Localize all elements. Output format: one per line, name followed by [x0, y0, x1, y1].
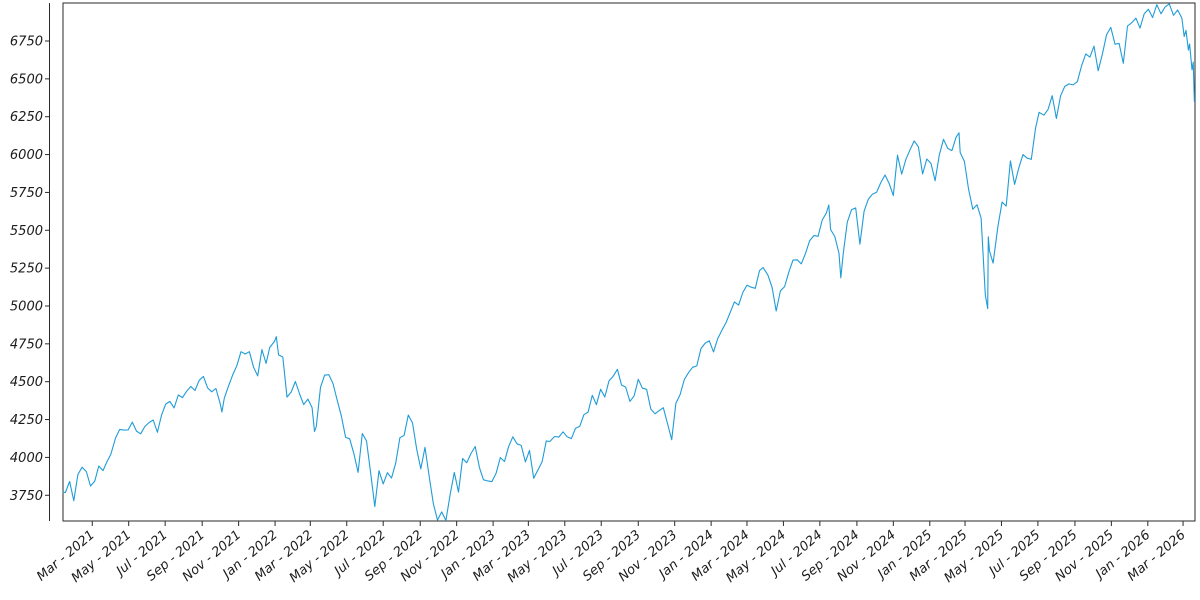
x-axis-ticks [91, 521, 1184, 526]
y-tick-label: 6500 [10, 72, 43, 87]
y-tick-label: 3750 [10, 489, 43, 504]
y-tick-label: 5250 [10, 262, 43, 277]
plot-area [62, 2, 1196, 522]
y-axis-labels: 3750 4000 4250 4500 4750 5000 5250 5500 5750 6000… [10, 35, 43, 504]
y-tick-label: 5000 [10, 299, 43, 314]
y-tick-label: 5750 [10, 186, 43, 201]
y-tick-label: 6250 [10, 110, 43, 125]
y-axis-ticks [45, 40, 50, 496]
y-tick-label: 4000 [10, 451, 43, 466]
price-line [62, 3, 1195, 522]
y-tick-label: 4500 [10, 375, 43, 390]
y-tick-label: 4750 [10, 337, 43, 352]
y-tick-label: 4250 [10, 413, 43, 428]
y-tick-label: 5500 [10, 224, 43, 239]
y-tick-label: 6750 [10, 35, 43, 50]
y-tick-label: 6000 [10, 148, 43, 163]
